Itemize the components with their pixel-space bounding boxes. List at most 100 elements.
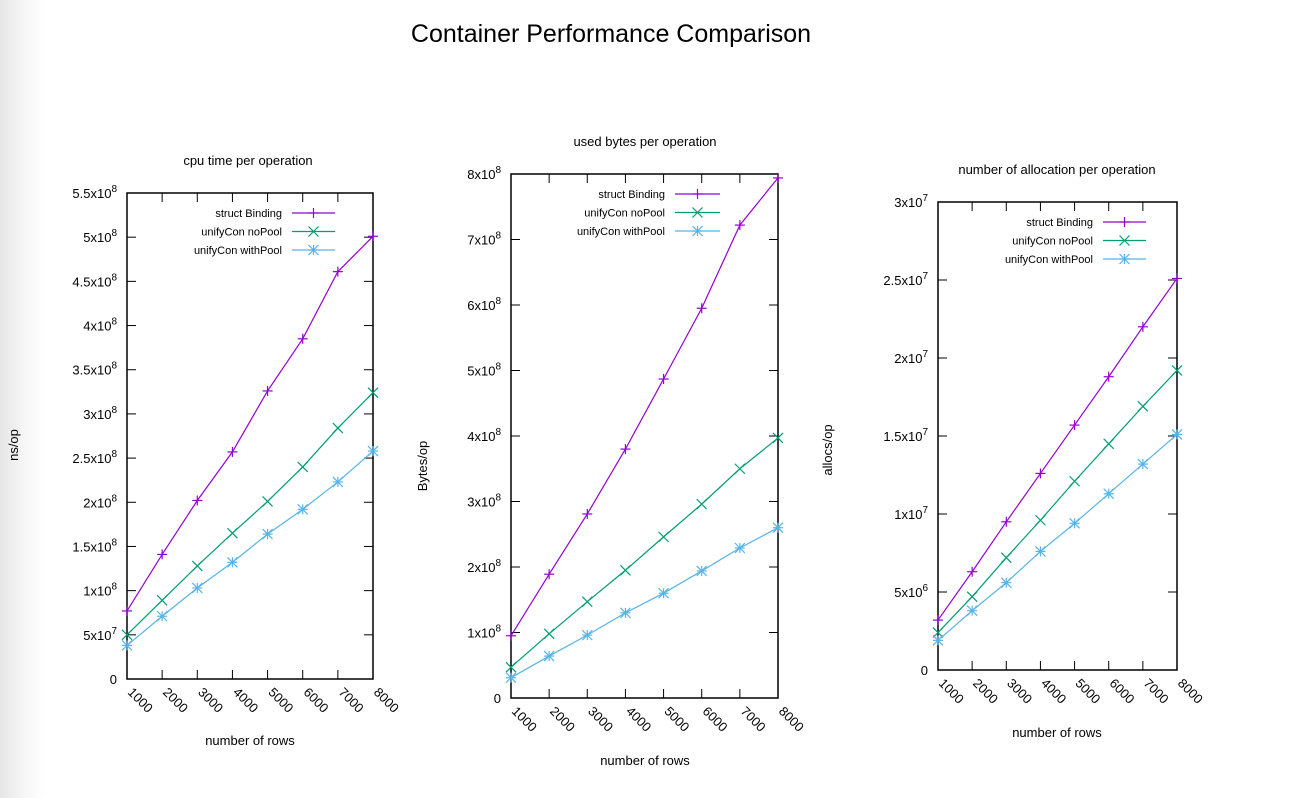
data-point: [933, 615, 943, 626]
y-tick-label: 2.5x107: [883, 271, 928, 288]
y-tick-label: 5x108: [83, 228, 117, 245]
data-point-stroke: [262, 495, 273, 507]
data-point: [734, 220, 745, 231]
series-line-1: [937, 278, 1178, 621]
legend-marker: [308, 226, 319, 237]
data-point-stroke: [505, 661, 517, 673]
data-point: [121, 629, 133, 641]
data-point: [544, 569, 555, 580]
data-point-stroke: [1000, 552, 1012, 564]
y-tick-label: 1.5x108: [72, 537, 117, 554]
chart-title: used bytes per operation: [573, 134, 716, 149]
data-point-stroke: [696, 498, 708, 510]
x-tick-label: 4000: [230, 685, 261, 716]
data-point: [262, 385, 273, 396]
data-point: [543, 650, 555, 662]
x-tick-label: 8000: [776, 704, 807, 735]
legend-marker: [308, 244, 319, 256]
data-point-stroke: [581, 629, 593, 641]
data-point-stroke: [772, 432, 784, 444]
y-tick-label: 4.5x108: [72, 272, 117, 289]
data-point-stroke: [1103, 488, 1115, 500]
y-tick-label: 2.5x108: [72, 449, 117, 466]
y-axis-label: ns/op: [6, 429, 21, 461]
series-line-3: [510, 527, 779, 679]
data-point: [121, 639, 133, 651]
data-point: [368, 231, 378, 242]
y-tick-label: 5x107: [83, 626, 117, 643]
x-tick-label: 5000: [1072, 676, 1103, 707]
data-point: [1000, 552, 1012, 564]
data-point-stroke: [1171, 365, 1183, 376]
y-tick-label: 3.5x108: [72, 361, 117, 378]
data-point: [227, 527, 238, 539]
data-point-stroke: [1171, 429, 1183, 440]
data-point-stroke: [658, 531, 669, 543]
data-point-stroke: [1069, 517, 1080, 529]
data-point: [1172, 273, 1182, 284]
y-tick-label: 3x108: [83, 405, 117, 422]
data-point-stroke: [191, 560, 203, 572]
series-line-3: [937, 433, 1178, 641]
data-point: [505, 661, 517, 673]
legend-marker-stroke: [1119, 235, 1130, 246]
chart-3: number of allocation per operation allocs…: [820, 162, 1206, 740]
data-point-stroke: [543, 628, 555, 640]
data-point: [581, 596, 593, 608]
y-tick-label: 5x108: [467, 362, 501, 379]
chart-title: number of allocation per operation: [958, 162, 1155, 177]
data-point-stroke: [1103, 438, 1115, 450]
data-point: [658, 531, 669, 543]
data-point: [367, 445, 379, 457]
data-point: [734, 463, 746, 475]
data-point: [192, 495, 203, 506]
data-point: [620, 607, 631, 619]
data-point: [1137, 400, 1149, 412]
x-tick-label: 2000: [970, 676, 1001, 707]
data-point: [658, 587, 669, 599]
y-tick-label: 0: [921, 663, 928, 678]
y-axis-label: allocs/op: [820, 424, 835, 475]
chart-1: cpu time per operation ns/op number of row…: [6, 153, 402, 748]
data-point: [696, 565, 708, 577]
data-point: [1000, 577, 1012, 589]
series-line-1: [510, 177, 779, 637]
series-line-1: [126, 235, 374, 612]
data-point-stroke: [696, 565, 708, 577]
x-axis-label: number of rows: [205, 733, 295, 748]
y-tick-label: 2x108: [83, 493, 117, 510]
data-point: [227, 446, 238, 457]
chart-2: used bytes per operation Bytes/op number o…: [415, 134, 807, 768]
data-point-stroke: [932, 634, 944, 646]
data-point: [156, 610, 168, 622]
data-point: [967, 566, 978, 577]
data-point: [367, 387, 379, 399]
data-point-stroke: [156, 610, 168, 622]
data-point-stroke: [505, 672, 517, 684]
data-point: [1103, 371, 1114, 382]
data-point: [1103, 438, 1115, 450]
legend-marker-stroke: [692, 207, 703, 218]
legend-label: struct Binding: [1026, 217, 1093, 229]
data-point: [1171, 429, 1183, 440]
data-point-stroke: [966, 591, 978, 603]
data-point: [332, 422, 344, 434]
data-point-stroke: [1069, 475, 1080, 487]
x-tick-label: 6000: [301, 685, 332, 716]
data-point-stroke: [543, 650, 555, 662]
legend-marker: [692, 189, 703, 199]
y-tick-label: 1.5x107: [883, 427, 928, 444]
data-point: [262, 528, 273, 540]
data-point-stroke: [932, 627, 944, 638]
data-point: [191, 560, 203, 572]
x-tick-label: 6000: [1107, 676, 1138, 707]
data-point-stroke: [121, 639, 133, 651]
data-point-stroke: [581, 596, 593, 608]
legend-marker: [1119, 217, 1130, 227]
data-point: [966, 591, 978, 603]
y-tick-label: 0: [494, 691, 501, 706]
plot-frame: [937, 201, 1178, 671]
x-tick-label: 5000: [661, 704, 692, 735]
x-tick-label: 4000: [1038, 676, 1069, 707]
x-tick-label: 8000: [371, 685, 402, 716]
